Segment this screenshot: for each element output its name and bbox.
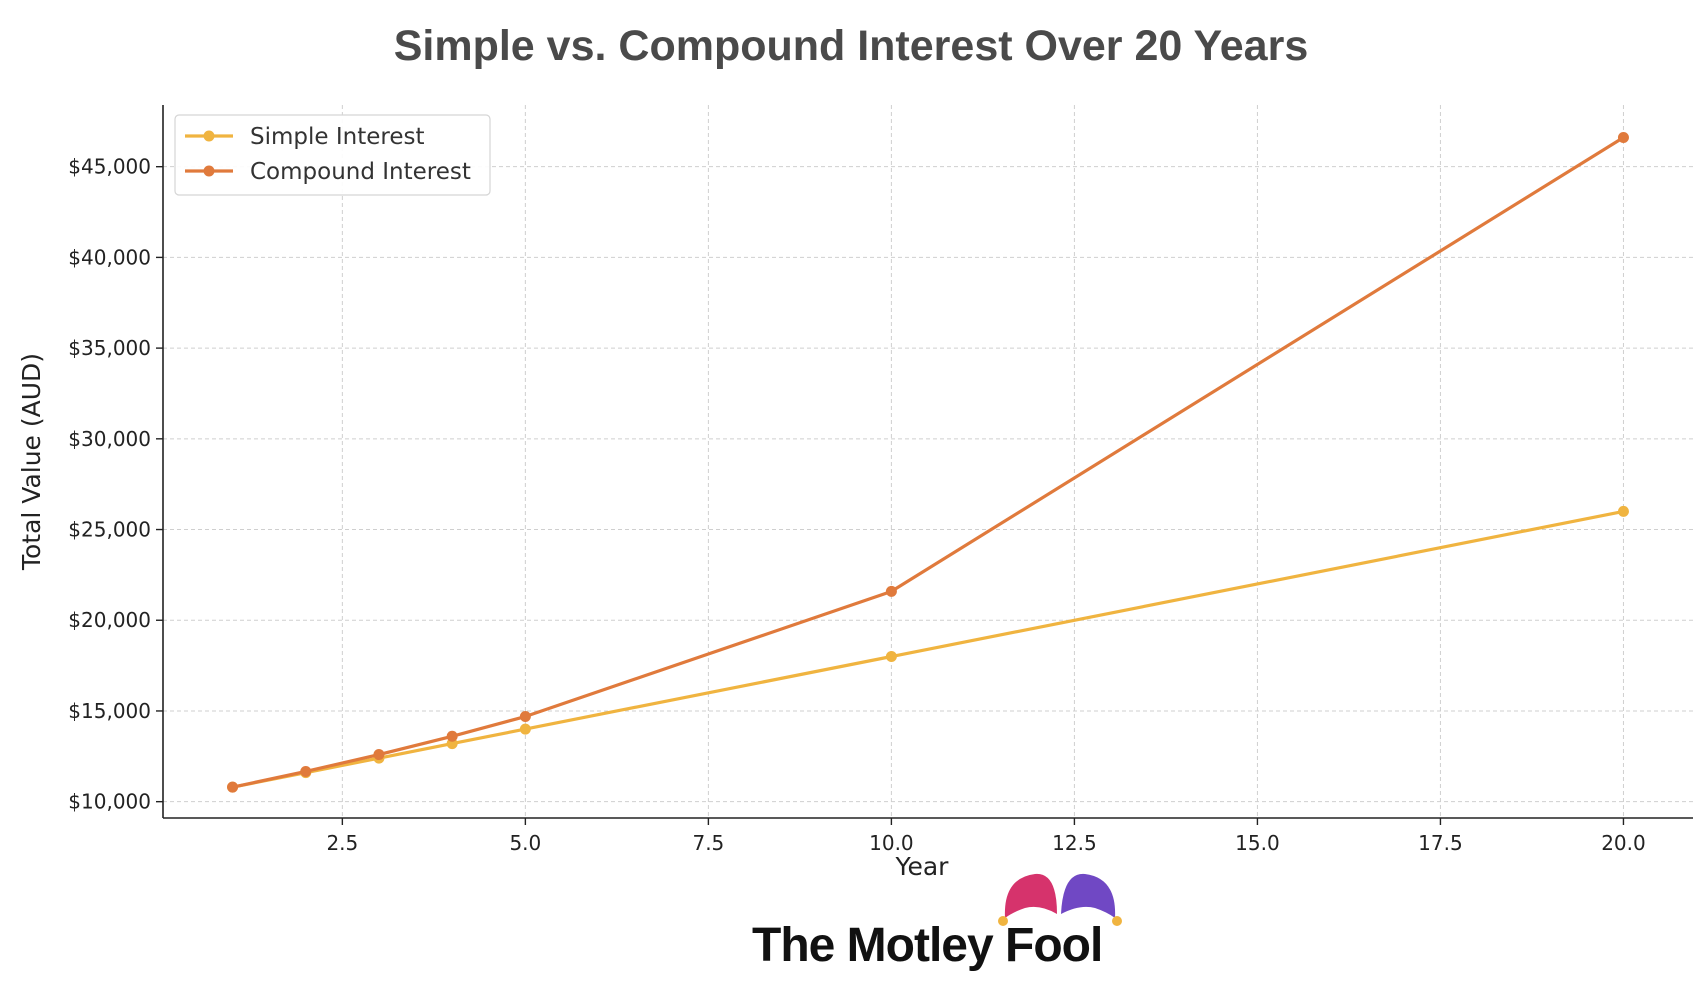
x-tick-label: 5.0 (509, 831, 541, 855)
legend-label-compound-interest: Compound Interest (250, 159, 471, 185)
y-tick-label: $10,000 (68, 790, 151, 814)
grid-lines (163, 105, 1693, 818)
y-tick-label: $20,000 (68, 608, 151, 632)
simple-interest-point (519, 723, 531, 735)
x-tick-label: 12.5 (1052, 831, 1097, 855)
simple-interest-line (230, 509, 1626, 789)
axes (162, 105, 1693, 819)
compound-interest-line (230, 135, 1626, 789)
x-tick-label: 20.0 (1601, 831, 1646, 855)
chart-title: Simple vs. Compound Interest Over 20 Yea… (393, 22, 1309, 70)
axis-labels: Year Total Value (AUD) (17, 353, 949, 881)
simple-interest-point (885, 651, 897, 663)
legend-marker-compound-interest (203, 165, 215, 177)
compound-interest-point (227, 781, 239, 793)
motley-fool-logo: The Motley Fool (752, 919, 1103, 972)
y-tick-label: $30,000 (68, 427, 151, 451)
x-axis-label: Year (895, 852, 950, 881)
y-tick-label: $45,000 (68, 155, 151, 179)
y-tick-label: $40,000 (68, 245, 151, 269)
x-tick-label: 10.0 (869, 831, 914, 855)
legend-box (174, 114, 491, 196)
x-tick-label: 17.5 (1418, 831, 1463, 855)
simple-interest-point (1617, 505, 1629, 517)
x-tick-label: 7.5 (692, 831, 724, 855)
y-tick-label: $35,000 (68, 336, 151, 360)
y-tick-label: $15,000 (68, 699, 151, 723)
tick-labels: 2.5 5.0 7.5 10.0 12.5 15.0 17.5 20.0 $10,000 $15,… (68, 155, 1645, 855)
series-group (227, 131, 1629, 793)
compound-interest-point (1617, 131, 1629, 143)
compound-interest-point (519, 711, 531, 723)
y-axis-label: Total Value (AUD) (17, 353, 46, 571)
compound-interest-point (885, 585, 897, 597)
compound-interest-point (373, 749, 385, 761)
legend-label-simple-interest: Simple Interest (250, 124, 424, 150)
x-tick-label: 2.5 (326, 831, 358, 855)
compound-interest-point (446, 730, 458, 742)
legend-marker-simple-interest (203, 130, 215, 142)
y-tick-label: $25,000 (68, 518, 151, 542)
legend: Simple Interest Compound Interest (174, 114, 491, 196)
x-tick-label: 15.0 (1235, 831, 1280, 855)
compound-interest-point (300, 765, 312, 777)
jester-hat-icon (995, 868, 1125, 933)
